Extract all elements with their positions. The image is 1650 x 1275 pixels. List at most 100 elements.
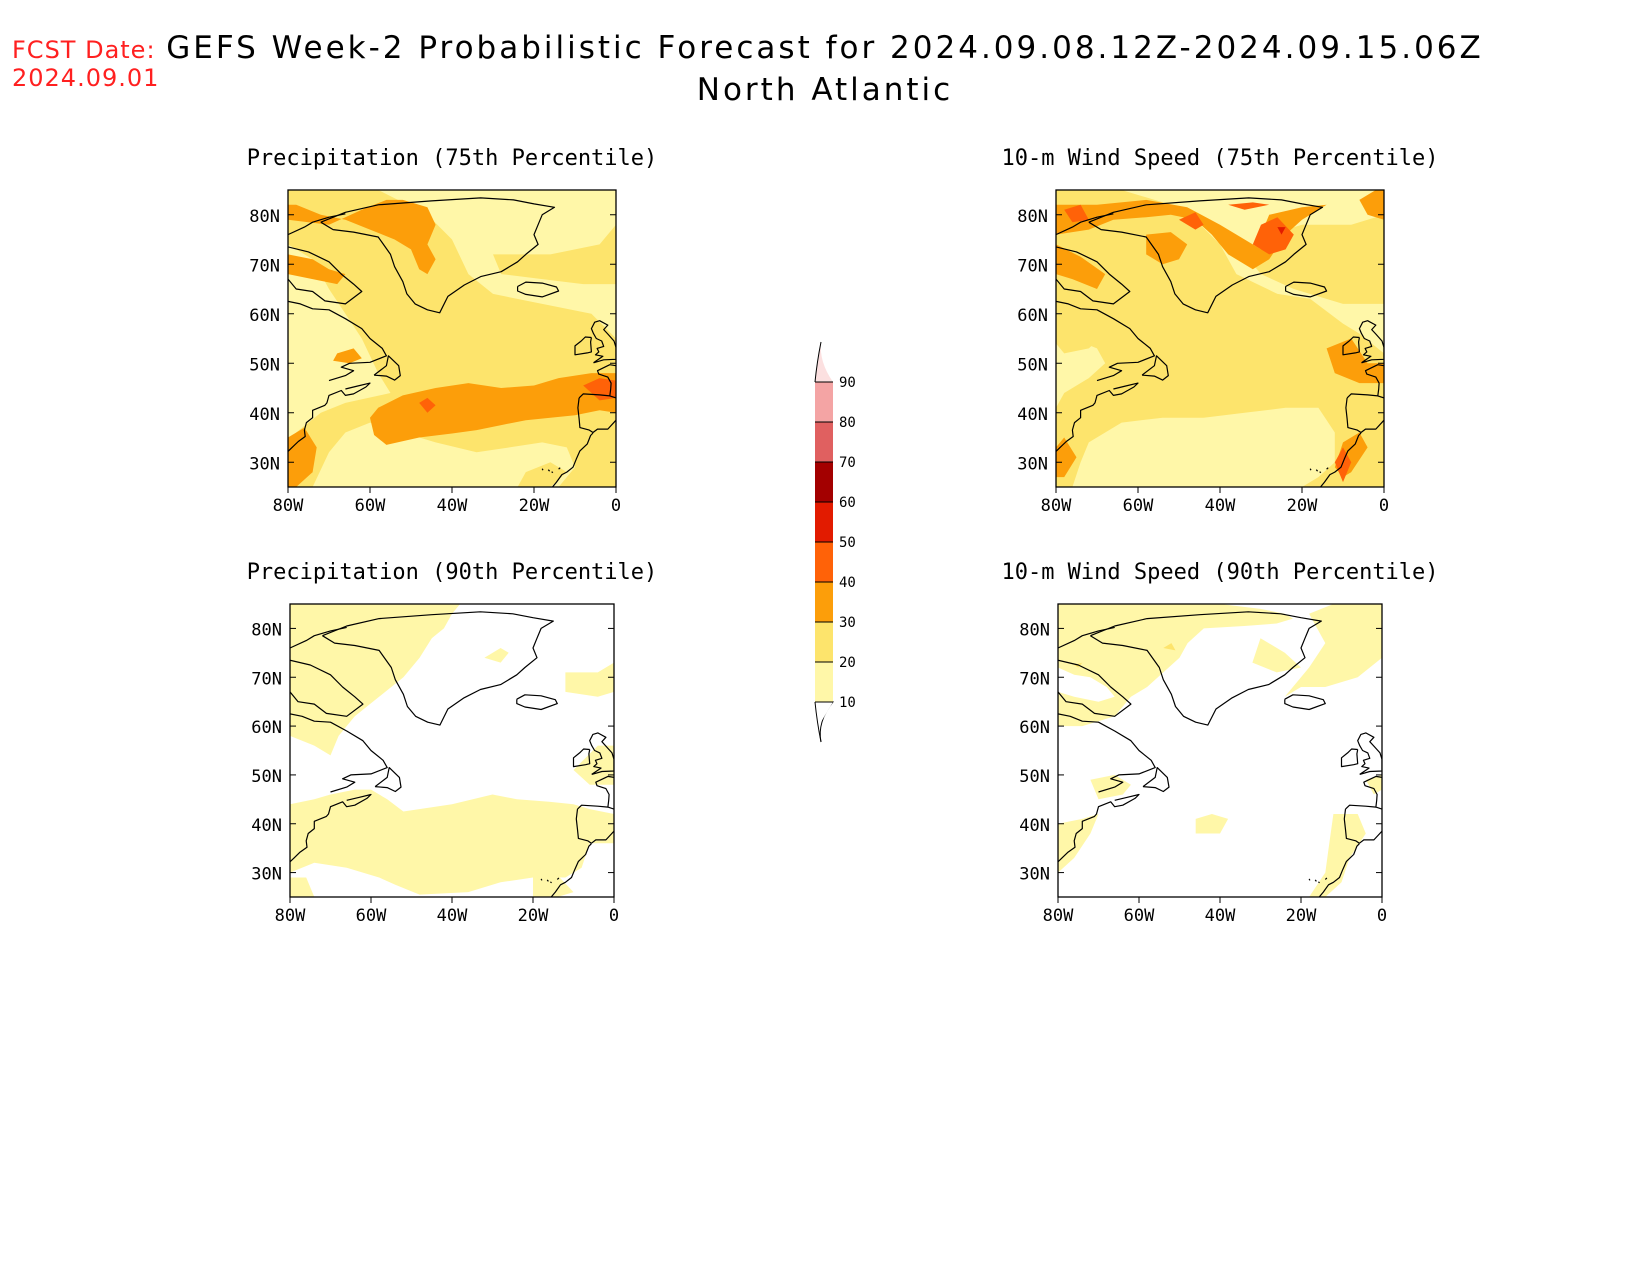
lat-tick-label: 60N [1019,718,1050,738]
fcst-label: FCST Date: [12,36,156,64]
coastline [1090,611,1322,726]
coastline [516,281,560,298]
probability-contour [1195,814,1229,834]
coastline [552,432,594,487]
probability-contour [1252,638,1301,673]
lat-tick-label: 60N [1017,306,1048,326]
coastline [290,626,347,649]
coastline [373,355,401,381]
coastline [1320,432,1362,487]
probability-contour [1277,227,1286,235]
lat-tick-label: 40N [1017,405,1048,425]
coastline [1058,659,1132,717]
colorbar-swatch [815,382,833,422]
coastline [572,748,591,768]
lon-tick-label: 80W [1041,496,1072,516]
probability-field [1056,190,1384,487]
coastline [1342,336,1361,356]
coastline [374,766,402,793]
coastline [1363,775,1382,808]
coastline [1324,877,1328,880]
coastline [1056,382,1139,452]
colorbar-swatch [815,462,833,502]
lat-tick-label: 70N [1019,669,1050,689]
coastline [595,775,614,808]
lon-tick-label: 20W [518,906,549,926]
coastline [516,694,558,711]
panel-title: 10-m Wind Speed (75th Percentile) [1001,146,1438,171]
probability-contour [370,373,616,445]
coastline [288,382,371,452]
probability-contour [1334,447,1352,483]
panel-title: Precipitation (75th Percentile) [247,146,658,171]
colorbar-swatch [815,622,833,662]
lat-tick-label: 40N [249,405,280,425]
lat-tick-label: 80N [1017,207,1048,227]
coastlines [1056,197,1384,487]
coastline [1340,748,1359,768]
coastline [322,611,554,726]
colorbar-cap-edge [814,701,822,743]
colorbar-swatch [815,422,833,462]
map-panel-wind-75: 10-m Wind Speed (75th Percentile) 30N 40N 5… [1001,146,1438,516]
probability-contour [288,427,317,487]
lat-tick-label: 50N [249,355,280,375]
panel-title: 10-m Wind Speed (90th Percentile) [1001,560,1438,585]
coastline [596,364,616,396]
lat-tick-label: 50N [1019,767,1050,787]
colorbar-label: 20 [839,655,856,671]
lon-tick-label: 20W [1287,496,1318,516]
probability-contour [565,662,614,697]
coastline [550,843,592,897]
coastline [574,336,593,356]
colorbar-label: 60 [839,495,856,511]
coastline [1056,300,1156,382]
probability-contour [290,877,315,897]
lon-tick-label: 60W [1124,906,1155,926]
colorbar-label: 10 [839,695,856,711]
lon-tick-label: 60W [356,906,387,926]
coastline [577,804,614,810]
coastline [1346,393,1384,399]
probability-contour [573,745,614,785]
probability-contour [484,648,509,663]
probability-contour [1064,204,1089,223]
lon-tick-label: 0 [611,496,621,516]
probability-field [1058,604,1382,897]
lat-tick-label: 30N [249,454,280,474]
lon-tick-label: 40W [437,496,468,516]
coastline [575,809,614,844]
lon-tick-label: 0 [1379,496,1389,516]
lon-tick-label: 0 [609,906,619,926]
probability-contour [1179,212,1204,230]
lon-tick-label: 60W [1123,496,1154,516]
coastline [1058,793,1140,863]
probability-contour [1309,814,1366,897]
probability-contour [1146,232,1188,265]
colorbar-swatch [815,582,833,622]
probability-contour [1056,244,1106,289]
lat-tick-label: 60N [249,306,280,326]
probability-contour [1284,604,1382,697]
lon-tick-label: 20W [519,496,550,516]
coastline [288,246,363,305]
coastline [1319,471,1322,474]
coastline [1315,469,1319,472]
map-panel-wind-90: 10-m Wind Speed (90th Percentile) 30N 40N 5… [1001,560,1438,926]
coastline [290,793,372,863]
probability-contour [333,348,362,364]
lon-tick-label: 60W [355,496,386,516]
lat-tick-label: 60N [251,718,282,738]
coastline [288,300,387,382]
probability-contour [1058,604,1293,727]
lat-tick-label: 50N [251,767,282,787]
probability-contour [583,378,616,401]
lat-tick-label: 30N [1019,865,1050,885]
lon-tick-label: 80W [273,496,304,516]
coastline [1058,713,1156,793]
colorbar-swatch [815,662,833,702]
coastline [547,469,551,472]
probability-contour [493,224,616,285]
coastline [1345,397,1384,434]
page-title: GEFS Week-2 Probabilistic Forecast for 2… [0,30,1650,108]
